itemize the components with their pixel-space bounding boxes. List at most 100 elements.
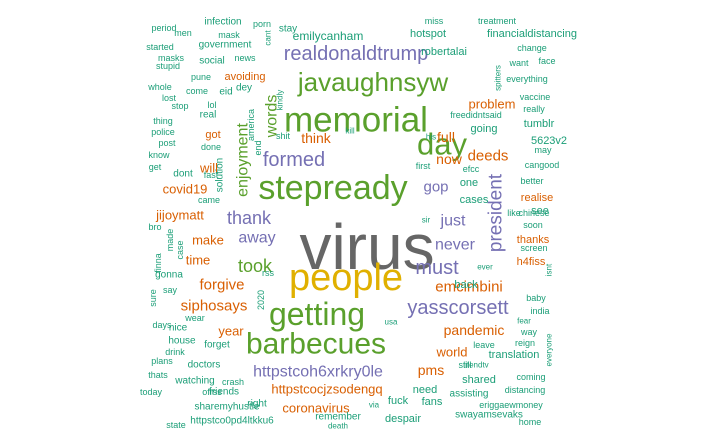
cloud-word: like [507, 208, 521, 218]
cloud-word: made [165, 229, 175, 252]
cloud-word: solution [215, 158, 226, 192]
cloud-word: efcc [463, 164, 480, 174]
cloud-word: stupid [156, 61, 180, 71]
cloud-word: drink [165, 347, 185, 357]
cloud-word: really [523, 104, 545, 114]
cloud-word: post [158, 138, 176, 148]
cloud-word: period [151, 23, 176, 33]
cloud-word: way [520, 327, 538, 337]
cloud-word: cant [264, 30, 273, 46]
cloud-word: his [426, 133, 436, 142]
cloud-word: getting [269, 296, 365, 332]
cloud-word: thank [227, 208, 272, 228]
cloud-word: doctors [188, 360, 221, 371]
cloud-word: fear [517, 317, 531, 326]
cloud-word: friends [209, 387, 239, 398]
cloud-word: thats [148, 370, 168, 380]
cloud-word: never [435, 237, 476, 254]
cloud-word: usa [385, 318, 398, 327]
cloud-word: httpstcocjzsodengq [271, 382, 382, 397]
cloud-word: masks [158, 53, 185, 63]
cloud-word: isnt [545, 263, 554, 276]
cloud-word: screen [520, 243, 547, 253]
cloud-word: get [149, 162, 162, 172]
cloud-word: just [440, 213, 466, 230]
cloud-word: first [416, 161, 431, 171]
cloud-word: president [486, 173, 507, 252]
cloud-word: rss [262, 268, 274, 278]
cloud-word: cases [460, 194, 489, 206]
cloud-word: eriggaewmoney [479, 400, 543, 410]
cloud-word: state [166, 420, 186, 430]
cloud-word: end [253, 140, 263, 155]
cloud-word: h4fiss [517, 256, 546, 268]
cloud-word: sir [422, 216, 431, 225]
cloud-word: miss [425, 16, 444, 26]
cloud-word: freedidntsaid [450, 110, 502, 120]
cloud-word: robertalai [421, 46, 467, 58]
cloud-word: pms [418, 362, 444, 378]
cloud-word: stepready [258, 169, 407, 207]
cloud-word: fast [204, 170, 219, 180]
cloud-word: nice [169, 323, 188, 334]
cloud-word: httpstcoh6xrkry0le [253, 364, 383, 381]
cloud-word: news [234, 53, 256, 63]
cloud-word: may [534, 145, 552, 155]
cloud-word: better [520, 176, 543, 186]
cloud-word: finna [153, 253, 163, 273]
cloud-word: house [168, 336, 196, 347]
cloud-word: pune [191, 72, 211, 82]
cloud-word: soon [523, 220, 543, 230]
cloud-word: death [328, 422, 348, 431]
cloud-word: lol [207, 100, 216, 110]
cloud-word: today [140, 387, 163, 397]
cloud-word: back [454, 279, 478, 291]
cloud-word: distancing [505, 385, 546, 395]
cloud-word: day [417, 127, 467, 162]
cloud-word: deeds [468, 148, 509, 165]
cloud-word: gonna [155, 270, 183, 281]
cloud-word: full [437, 129, 455, 145]
cloud-word: httpstco0pd4ltkku6 [190, 416, 274, 427]
cloud-word: government [199, 40, 252, 51]
cloud-word: shit [276, 131, 291, 141]
cloud-word: home [519, 417, 542, 427]
cloud-word: swayamsevaks [455, 410, 523, 421]
cloud-word: whole [147, 82, 172, 92]
cloud-word: see [531, 205, 549, 217]
cloud-word: ofrss [202, 387, 222, 397]
cloud-word: financialdistancing [487, 28, 577, 40]
cloud-word: started [146, 42, 174, 52]
cloud-word: everything [506, 74, 548, 84]
cloud-word: done [201, 142, 221, 152]
cloud-word: dey [236, 83, 252, 94]
cloud-word: siphosays [181, 298, 248, 315]
cloud-word: fuck [388, 395, 409, 407]
cloud-word: eid [219, 87, 232, 98]
cloud-word: covid19 [163, 182, 208, 197]
cloud-word: kindly [276, 90, 285, 110]
cloud-word: forgive [199, 277, 244, 294]
cloud-word: realdonaldtrump [284, 43, 429, 65]
cloud-word: javaughnsyw [297, 67, 449, 97]
cloud-word: real [200, 110, 217, 121]
cloud-word: wear [184, 313, 205, 323]
cloud-word: say [163, 285, 178, 295]
cloud-word: coronavirus [282, 401, 350, 416]
cloud-word: ever [477, 263, 493, 272]
cloud-word: come [186, 86, 208, 96]
cloud-word: want [508, 58, 529, 68]
cloud-word: people [289, 257, 403, 299]
cloud-word: make [192, 233, 224, 248]
cloud-word: got [205, 129, 220, 141]
cloud-word: face [538, 56, 555, 66]
cloud-word: 5623v2 [531, 135, 567, 147]
cloud-word: cangood [525, 160, 560, 170]
cloud-word: going [471, 123, 498, 135]
cloud-word: stop [171, 101, 188, 111]
cloud-word: coming [516, 372, 545, 382]
cloud-word: chinese [518, 208, 549, 218]
cloud-word: plans [151, 356, 173, 366]
cloud-word: reign [515, 338, 535, 348]
